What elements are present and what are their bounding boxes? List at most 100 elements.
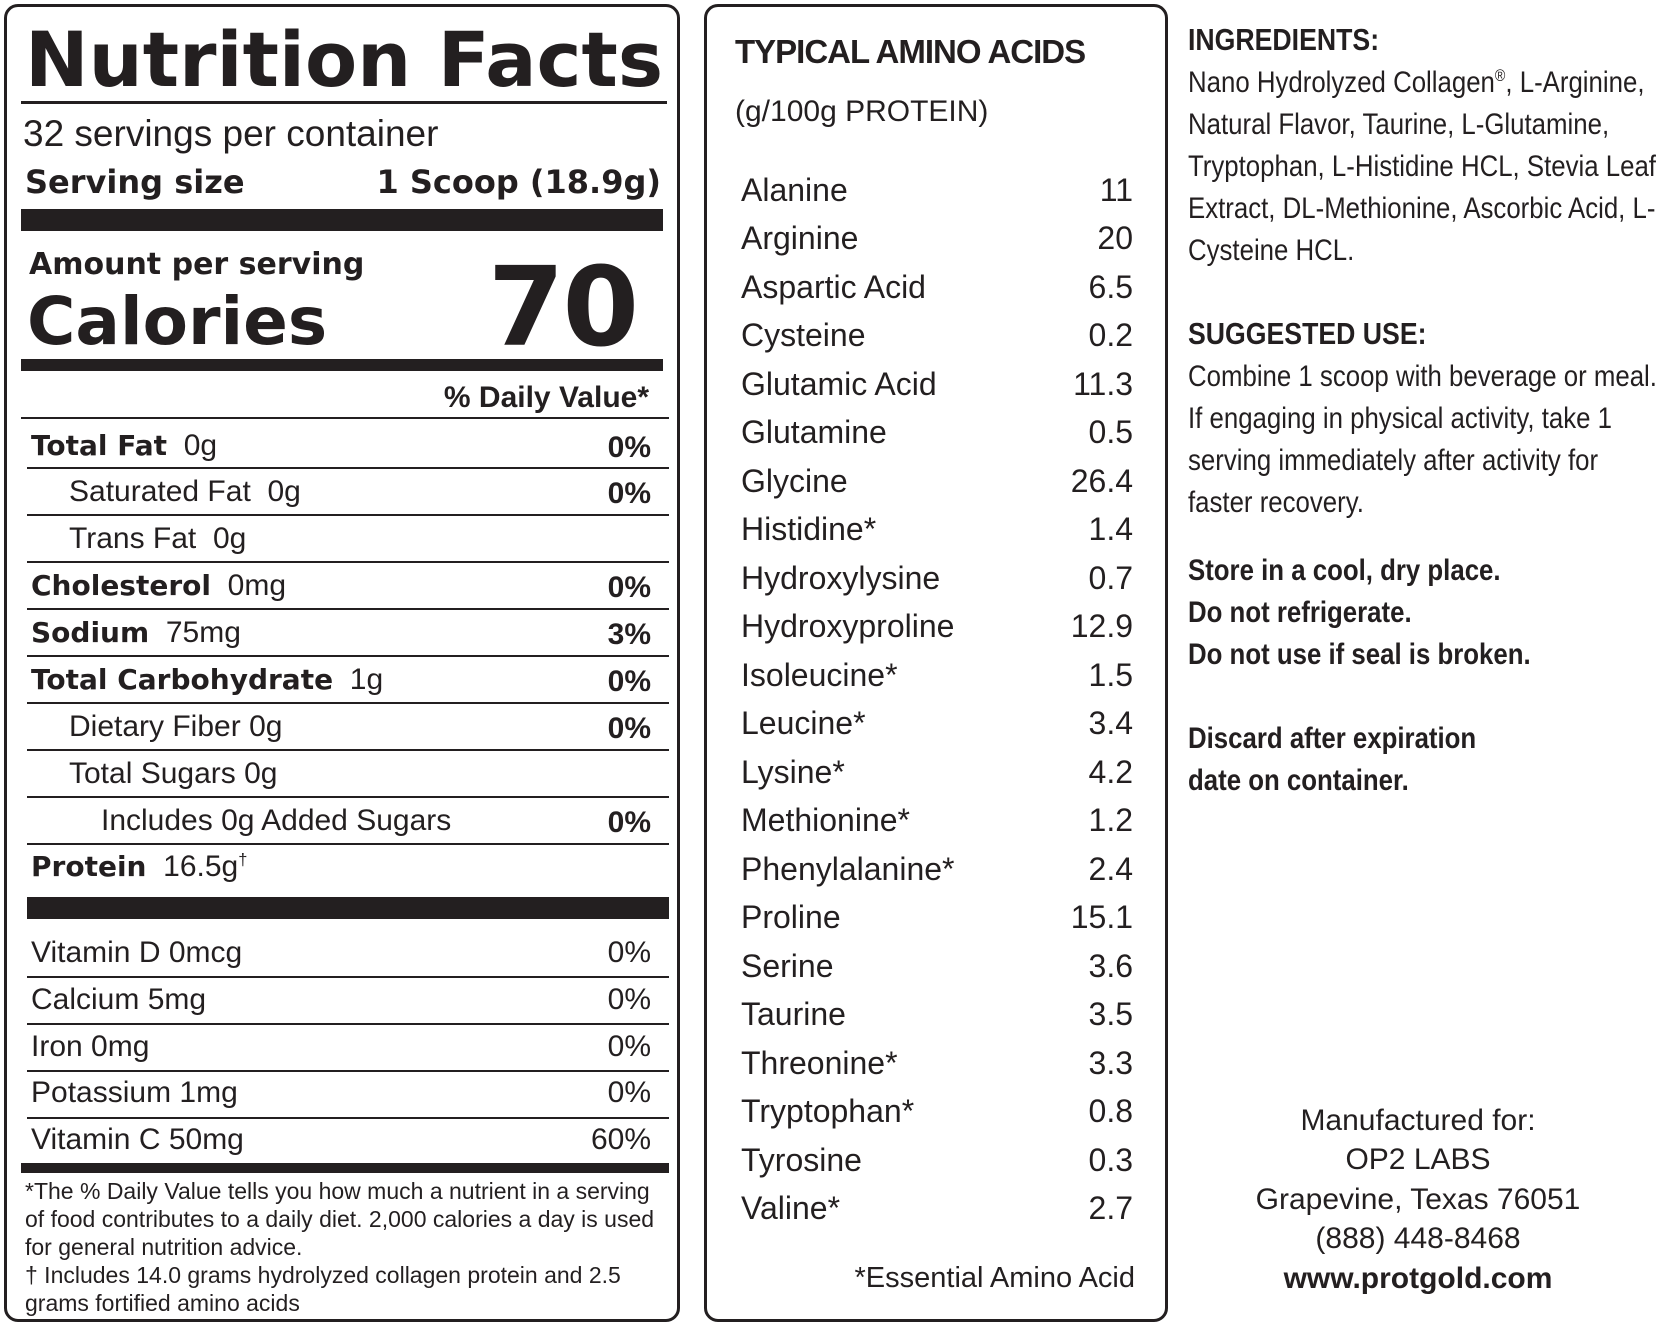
nutrient-dv: 0% <box>607 571 651 604</box>
nutrient-added-sugars: Includes 0g Added Sugars <box>101 804 452 837</box>
serving-size-label: Serving size <box>25 163 245 201</box>
manufacturer-address: Grapevine, Texas 76051 <box>1255 1183 1581 1216</box>
divider <box>27 1070 669 1072</box>
nutrient-dv: 0% <box>607 665 651 698</box>
vitamin-dv: 60% <box>590 1123 651 1156</box>
amino-acid-name: Hydroxylysine <box>741 560 941 596</box>
nutrient-total-sugars: Total Sugars 0g <box>69 757 278 790</box>
vitamin-dv: 0% <box>607 1076 651 1109</box>
manufacturer-website: www.protgold.com <box>1283 1262 1553 1295</box>
nutrient-dv: 3% <box>607 618 651 651</box>
amino-acid-value: 0.5 <box>1088 414 1133 450</box>
amino-acids-panel: TYPICAL AMINO ACIDS (g/100g PROTEIN) Ala… <box>704 4 1168 1322</box>
vitamin-dv: 0% <box>607 936 651 969</box>
product-info-column: INGREDIENTS: Nano Hydrolyzed Collagen®, … <box>1188 22 1678 802</box>
amino-acid-name: Taurine <box>741 996 846 1032</box>
manufacturer-name: OP2 LABS <box>1345 1143 1491 1176</box>
nutrition-facts-title: Nutrition Facts <box>25 15 664 104</box>
manufacturer-phone: (888) 448-8468 <box>1315 1222 1521 1255</box>
storage-instruction: Do not use if seal is broken. <box>1188 638 1531 671</box>
divider <box>27 608 669 610</box>
amino-acid-name: Threonine* <box>741 1045 898 1081</box>
nutrient-sodium: Sodium 75mg <box>31 616 241 649</box>
amino-acid-value: 0.8 <box>1088 1093 1133 1129</box>
amino-acid-name: Phenylalanine* <box>741 851 955 887</box>
divider <box>27 655 669 657</box>
amino-acid-name: Serine <box>741 948 834 984</box>
ingredients-text: Nano Hydrolyzed Collagen®, L-Arginine, N… <box>1188 66 1656 267</box>
amino-acid-value: 15.1 <box>1070 899 1133 935</box>
divider <box>27 796 669 798</box>
divider <box>27 1023 669 1025</box>
vitamin-dv: 0% <box>607 983 651 1016</box>
amino-acid-name: Histidine* <box>741 511 877 547</box>
vitamin-row: Vitamin D 0mcg <box>31 936 243 969</box>
amino-acid-name: Tryptophan* <box>741 1093 915 1129</box>
amino-acid-value: 1.4 <box>1088 511 1133 547</box>
divider <box>27 467 669 469</box>
nutrient-saturated-fat: Saturated Fat 0g <box>69 475 301 508</box>
amino-acid-value: 2.4 <box>1088 851 1133 887</box>
amino-acid-value: 2.7 <box>1088 1190 1133 1226</box>
amino-acid-name: Lysine* <box>741 754 845 790</box>
thick-divider <box>21 209 663 231</box>
amino-acid-name: Methionine* <box>741 802 910 838</box>
suggested-use-line: Combine 1 scoop with beverage or meal. <box>1188 360 1657 393</box>
amino-acid-value: 0.2 <box>1088 317 1133 353</box>
serving-size-value: 1 Scoop (18.9g) <box>376 163 661 201</box>
amino-acid-value: 3.5 <box>1088 996 1133 1032</box>
amino-acid-value: 3.4 <box>1088 705 1133 741</box>
amino-acid-name: Valine* <box>741 1190 841 1226</box>
divider <box>27 514 669 516</box>
nutrient-dv: 0% <box>607 806 651 839</box>
nutrient-total-carbohydrate: Total Carbohydrate 1g <box>31 663 384 696</box>
divider <box>27 1117 669 1119</box>
amino-acid-value: 12.9 <box>1070 608 1133 644</box>
amino-acid-name: Glutamine <box>741 414 887 450</box>
vitamin-row: Vitamin C 50mg <box>31 1123 244 1156</box>
amino-acid-value: 4.2 <box>1088 754 1133 790</box>
suggested-use-line: If engaging in physical activity, take 1… <box>1188 402 1613 519</box>
divider <box>27 702 669 704</box>
amino-acid-value: 11 <box>1099 172 1133 208</box>
essential-amino-acid-note: *Essential Amino Acid <box>854 1262 1135 1294</box>
divider <box>27 843 669 845</box>
medium-divider <box>21 1163 669 1173</box>
amino-acid-name: Isoleucine* <box>741 657 898 693</box>
nutrient-cholesterol: Cholesterol 0mg <box>31 569 287 602</box>
nutrient-dv: 0% <box>607 712 651 745</box>
amino-acid-name: Proline <box>741 899 841 935</box>
amino-acid-name: Hydroxyproline <box>741 608 955 644</box>
divider <box>27 561 669 563</box>
protein-footnote: † Includes 14.0 grams hydrolyzed collage… <box>25 1262 621 1316</box>
vitamin-row: Iron 0mg <box>31 1030 150 1063</box>
vitamin-dv: 0% <box>607 1030 651 1063</box>
amino-acid-value: 3.3 <box>1088 1045 1133 1081</box>
amount-per-serving: Amount per serving <box>29 247 365 282</box>
nutrient-trans-fat: Trans Fat 0g <box>69 522 247 555</box>
amino-acid-value: 26.4 <box>1070 463 1133 499</box>
discard-instruction: Discard after expiration <box>1188 722 1477 755</box>
divider <box>27 749 669 751</box>
divider <box>21 417 669 419</box>
storage-instruction: Store in a cool, dry place. <box>1188 554 1501 587</box>
storage-instruction: Do not refrigerate. <box>1188 596 1412 629</box>
amino-acid-value: 20 <box>1097 220 1133 256</box>
amino-acid-value: 3.6 <box>1088 948 1133 984</box>
amino-acids-title: TYPICAL AMINO ACIDS <box>735 33 1086 70</box>
amino-acid-name: Tyrosine <box>741 1142 862 1178</box>
nutrient-dietary-fiber: Dietary Fiber 0g <box>69 710 283 743</box>
manufacturer-label: Manufactured for: <box>1300 1104 1536 1137</box>
amino-acid-name: Aspartic Acid <box>741 269 926 305</box>
calories-label: Calories <box>27 283 328 360</box>
amino-acid-name: Cysteine <box>741 317 866 353</box>
amino-acid-value: 11.3 <box>1073 366 1133 402</box>
medium-divider <box>21 359 663 371</box>
suggested-use-heading: SUGGESTED USE: <box>1188 316 1427 351</box>
amino-acid-name: Alanine <box>741 172 848 208</box>
nutrition-facts-panel: Nutrition Facts 32 servings per containe… <box>4 4 680 1322</box>
amino-acid-name: Glutamic Acid <box>741 366 937 402</box>
vitamin-row: Potassium 1mg <box>31 1076 238 1109</box>
amino-acid-value: 1.2 <box>1088 802 1133 838</box>
amino-acid-name: Leucine* <box>741 705 866 741</box>
